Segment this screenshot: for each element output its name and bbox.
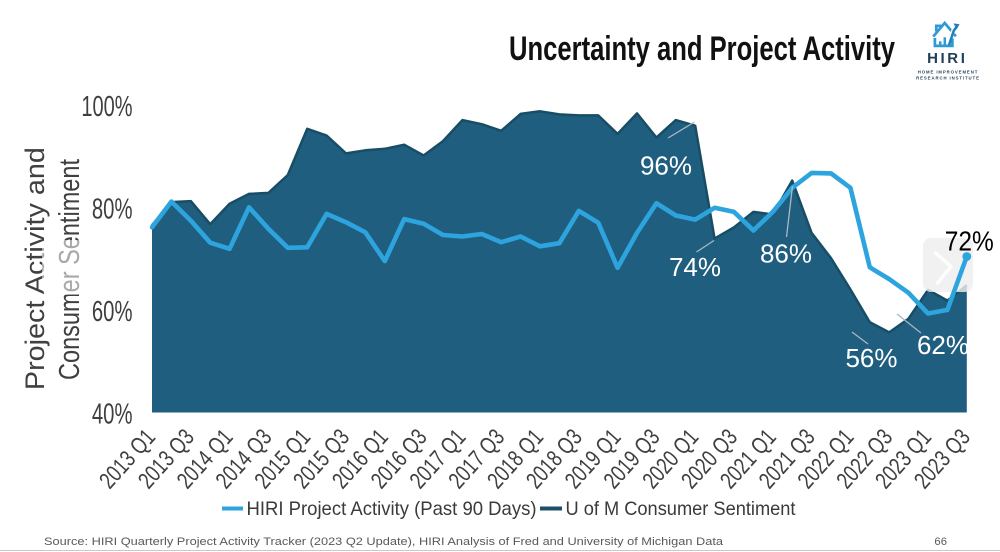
svg-text:80%: 80% xyxy=(92,194,133,226)
svg-text:RESEARCH INSTITUTE: RESEARCH INSTITUTE xyxy=(916,75,980,80)
svg-text:HIRI: HIRI xyxy=(927,50,967,67)
svg-text:HOME IMPROVEMENT: HOME IMPROVEMENT xyxy=(918,70,978,75)
svg-text:96%: 96% xyxy=(640,151,692,181)
svg-text:60%: 60% xyxy=(92,296,133,328)
svg-text:40%: 40% xyxy=(92,399,133,431)
svg-text:72%: 72% xyxy=(945,226,994,257)
svg-text:U of M Consumer Sentiment: U of M Consumer Sentiment xyxy=(566,498,797,520)
svg-text:56%: 56% xyxy=(845,343,897,373)
svg-text:74%: 74% xyxy=(669,252,721,282)
svg-text:100%: 100% xyxy=(81,91,132,123)
svg-text:Uncertainty and Project Activi: Uncertainty and Project Activity xyxy=(509,30,895,68)
svg-text:Source: HIRI Quarterly Project: Source: HIRI Quarterly Project Activity … xyxy=(44,536,724,548)
svg-text:HIRI Project Activity (Past 90: HIRI Project Activity (Past 90 Days) xyxy=(247,498,537,520)
svg-text:66: 66 xyxy=(934,536,947,548)
svg-text:86%: 86% xyxy=(760,239,812,269)
svg-text:62%: 62% xyxy=(917,330,969,360)
